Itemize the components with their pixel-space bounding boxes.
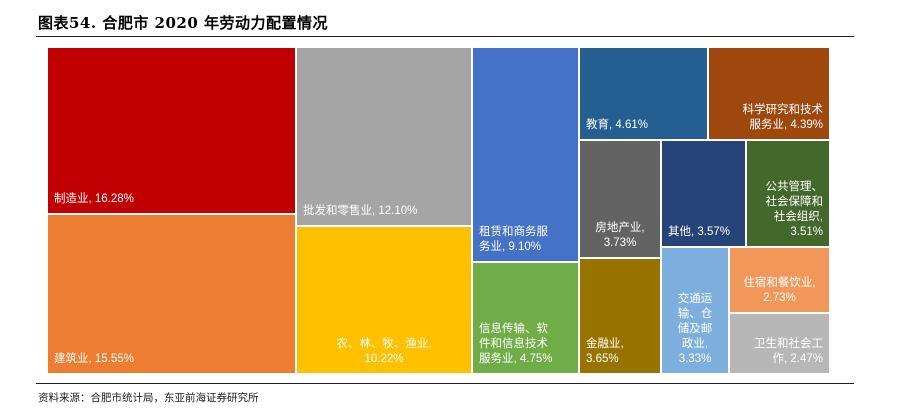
treemap-tile-label: 批发和零售业, 12.10% (303, 205, 418, 217)
treemap-tile: 建筑业, 15.55% (47, 214, 296, 374)
treemap-tile: 农、林、牧、渔业, 10.22% (296, 226, 472, 374)
treemap-tile-label: 教育, 4.61% (586, 119, 648, 131)
treemap-tile-label: 房地产业, 3.73% (595, 222, 645, 249)
treemap-tile-label: 公共管理、 社会保障和 社会组织, 3.51% (765, 181, 824, 238)
treemap-tile-label: 金融业, 3.65% (586, 338, 624, 365)
treemap-tile: 制造业, 16.28% (47, 47, 296, 214)
treemap-tile: 公共管理、 社会保障和 社会组织, 3.51% (746, 140, 830, 247)
treemap-tile-label: 租赁和商务服 务业, 9.10% (479, 226, 548, 253)
source-divider (36, 383, 854, 384)
treemap-tile: 金融业, 3.65% (579, 258, 661, 374)
treemap-tile: 房地产业, 3.73% (579, 140, 661, 258)
treemap-tile: 信息传输、软 件和信息技术 服务业, 4.75% (472, 262, 579, 374)
treemap-tile-label: 交通运 输、仓 储及邮 政业, 3.33% (677, 293, 713, 365)
treemap-tile: 其他, 3.57% (661, 140, 746, 247)
treemap-tile: 科学研究和技术 服务业, 4.39% (708, 47, 830, 140)
treemap-tile: 卫生和社会工 作, 2.47% (729, 313, 830, 374)
treemap-tile-label: 住宿和餐饮业, 2.73% (743, 277, 816, 304)
treemap-tile-label: 农、林、牧、渔业, 10.22% (336, 338, 432, 365)
treemap-tile: 交通运 输、仓 储及邮 政业, 3.33% (661, 247, 729, 374)
treemap-tile-label: 建筑业, 15.55% (54, 353, 134, 365)
treemap-tile-label: 卫生和社会工 作, 2.47% (754, 338, 823, 365)
treemap-tile-label: 科学研究和技术 服务业, 4.39% (742, 104, 824, 131)
source-note: 资料来源：合肥市统计局，东亚前海证券研究所 (38, 392, 259, 404)
treemap-tile: 住宿和餐饮业, 2.73% (729, 247, 830, 313)
chart-title: 图表54. 合肥市 2020 年劳动力配置情况 (38, 14, 329, 32)
title-divider (36, 36, 854, 37)
treemap-tile: 租赁和商务服 务业, 9.10% (472, 47, 579, 262)
treemap-tile: 教育, 4.61% (579, 47, 708, 140)
treemap-tile-label: 制造业, 16.28% (54, 193, 134, 205)
treemap-tile-label: 信息传输、软 件和信息技术 服务业, 4.75% (479, 323, 553, 365)
treemap-tile: 批发和零售业, 12.10% (296, 47, 472, 226)
treemap-tile-label: 其他, 3.57% (668, 226, 730, 238)
